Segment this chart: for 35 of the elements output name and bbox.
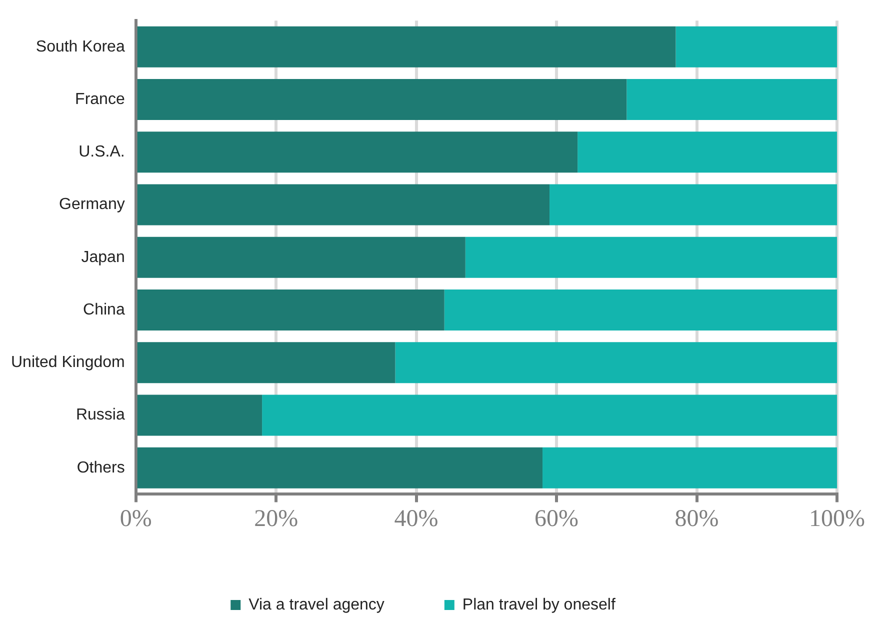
- bar: [626, 79, 838, 120]
- bar: [137, 342, 396, 384]
- y-tick-label: Russia: [76, 406, 125, 424]
- bar: [137, 394, 262, 436]
- bar: [444, 290, 838, 331]
- y-tick-label: France: [75, 90, 125, 108]
- x-tick-label: 60%: [534, 506, 579, 532]
- bar: [550, 184, 838, 226]
- y-tick-label: South Korea: [36, 38, 125, 56]
- y-tick-label: United Kingdom: [11, 354, 125, 372]
- y-tick-label: Others: [76, 459, 125, 476]
- bar: [395, 342, 838, 384]
- y-tick-label: Japan: [81, 248, 125, 266]
- bar: [542, 447, 838, 488]
- bar: [137, 447, 543, 488]
- bar: [676, 26, 838, 68]
- y-tick-label: U.S.A.: [78, 144, 125, 161]
- bar: [137, 184, 550, 226]
- x-tick-label: 0%: [120, 506, 152, 532]
- bar: [137, 132, 578, 173]
- x-tick-label: 20%: [254, 506, 298, 532]
- legend-label: Plan travel by oneself: [462, 596, 616, 614]
- bar: [137, 290, 444, 331]
- legend-label: Via a travel agency: [248, 596, 384, 614]
- bar: [137, 236, 466, 278]
- bar: [465, 236, 838, 278]
- bar: [578, 132, 838, 173]
- x-tick-label: 80%: [674, 506, 719, 532]
- x-tick-label: 100%: [809, 506, 866, 532]
- y-tick-label: China: [83, 301, 125, 318]
- bar: [262, 394, 838, 436]
- x-tick-label: 40%: [394, 506, 438, 532]
- y-tick-label: Germany: [59, 196, 125, 214]
- bar: [137, 26, 676, 68]
- bar: [137, 79, 627, 120]
